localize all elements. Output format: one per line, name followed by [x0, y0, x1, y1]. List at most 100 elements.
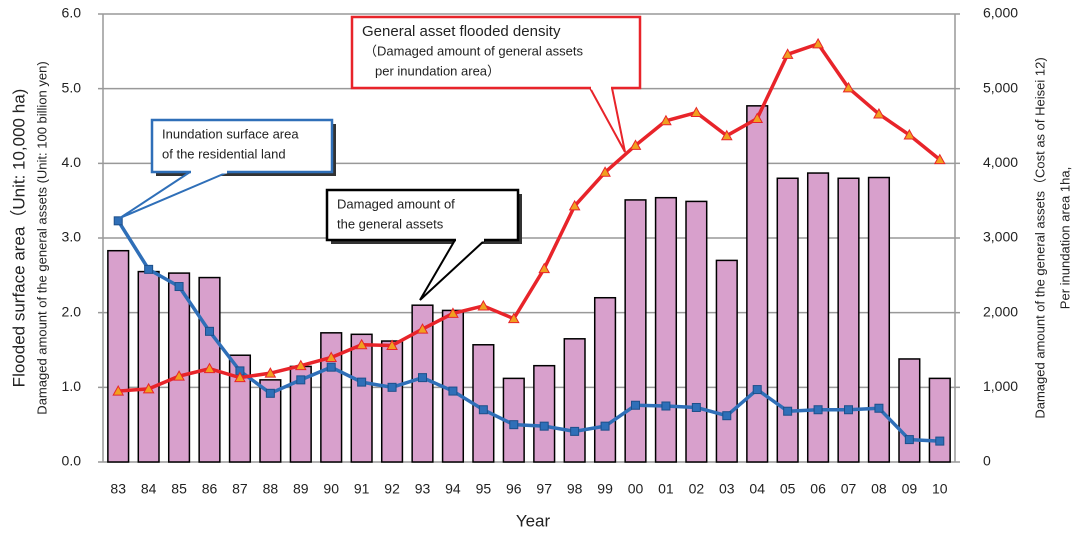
x-axis-title: Year — [516, 511, 551, 530]
y-tick-label: 2.0 — [62, 303, 82, 319]
bar — [533, 364, 556, 463]
x-tick-label: 96 — [506, 481, 522, 497]
marker — [752, 385, 762, 395]
bar — [593, 296, 617, 463]
x-tick-label: 06 — [810, 481, 826, 497]
x-tick-label: 03 — [719, 481, 735, 497]
x-tick-label: 83 — [110, 481, 126, 497]
marker — [722, 411, 732, 421]
marker — [509, 420, 519, 430]
bar — [259, 379, 282, 463]
marker — [813, 405, 823, 415]
marker — [173, 370, 185, 381]
y-tick-label: 0.0 — [62, 453, 82, 469]
y2-tick-label: 0 — [983, 453, 991, 469]
marker — [386, 339, 398, 351]
x-tick-label: 10 — [932, 481, 948, 497]
callout-box — [150, 118, 334, 174]
y2-axis-title: Damaged amount of the general assets（Cos… — [1032, 57, 1047, 418]
marker — [325, 351, 338, 362]
marker — [660, 114, 672, 126]
marker — [447, 307, 459, 318]
x-tick-label: 97 — [536, 481, 552, 497]
marker — [933, 153, 946, 165]
marker — [418, 373, 427, 383]
marker — [478, 405, 488, 415]
bar — [685, 200, 708, 463]
y-tick-label: 4.0 — [62, 154, 82, 170]
bar — [806, 172, 830, 463]
x-tick-label: 92 — [384, 481, 400, 497]
marker — [631, 400, 640, 410]
bar — [107, 249, 130, 463]
bar — [867, 176, 891, 463]
bar — [350, 333, 373, 463]
x-tick-label: 99 — [597, 481, 613, 497]
marker — [720, 129, 733, 141]
bar — [380, 340, 404, 463]
bar — [837, 177, 860, 463]
marker — [903, 128, 916, 140]
callout-text: （Damaged amount of general assets — [364, 43, 583, 58]
line — [118, 42, 941, 393]
marker — [751, 112, 764, 124]
bar — [624, 199, 647, 463]
y-tick-label: 6.0 — [62, 5, 82, 21]
y-tick-label: 3.0 — [62, 229, 82, 245]
marker — [568, 199, 581, 211]
y2-tick-label: 3,000 — [983, 229, 1018, 245]
marker — [203, 362, 216, 374]
y-axis-title: Flooded surface area（Unit: 10,000 ha) — [9, 89, 28, 388]
marker — [599, 166, 611, 177]
marker — [844, 405, 853, 415]
bar — [320, 332, 343, 463]
x-tick-label: 89 — [293, 481, 309, 497]
callout-text: General asset flooded density — [362, 23, 561, 40]
marker — [783, 406, 793, 416]
x-tick-label: 09 — [902, 481, 918, 497]
bar — [898, 358, 921, 463]
marker — [294, 359, 307, 371]
marker — [812, 37, 824, 49]
callout-tail — [419, 239, 486, 301]
marker — [874, 403, 884, 413]
x-tick-label: 84 — [141, 481, 157, 497]
bar — [167, 272, 191, 463]
marker — [416, 323, 429, 334]
x-tick-label: 01 — [658, 481, 674, 497]
marker — [477, 299, 490, 311]
line — [116, 219, 940, 443]
marker — [296, 375, 306, 385]
marker — [357, 377, 367, 387]
bar — [776, 177, 799, 463]
x-tick-label: 90 — [323, 481, 339, 497]
marker — [691, 402, 701, 412]
callout-tail — [589, 87, 626, 153]
x-tick-label: 88 — [263, 481, 279, 497]
y2-tick-label: 4,000 — [983, 154, 1018, 170]
y-axis-title: Damaged amount of the general assets (Un… — [34, 61, 49, 414]
marker — [142, 382, 155, 394]
y2-tick-label: 6,000 — [983, 5, 1018, 21]
y-tick-label: 5.0 — [62, 79, 82, 95]
marker — [904, 435, 914, 445]
callout-text: per inundation area） — [375, 63, 500, 78]
marker — [448, 386, 458, 396]
marker — [326, 362, 336, 372]
x-tick-label: 08 — [871, 481, 887, 497]
x-tick-label: 04 — [749, 481, 765, 497]
y-tick-label: 1.0 — [62, 378, 82, 394]
marker — [387, 382, 397, 392]
marker — [265, 388, 275, 398]
marker — [873, 108, 885, 119]
callout-text: Inundation surface area — [162, 126, 299, 141]
bar — [928, 377, 951, 463]
x-tick-label: 93 — [415, 481, 431, 497]
marker — [539, 421, 549, 431]
y2-axis-title: Per inundation area 1ha, — [1057, 167, 1072, 309]
bar — [654, 196, 678, 463]
marker — [661, 401, 671, 411]
bar — [715, 259, 738, 463]
x-tick-label: 87 — [232, 481, 248, 497]
